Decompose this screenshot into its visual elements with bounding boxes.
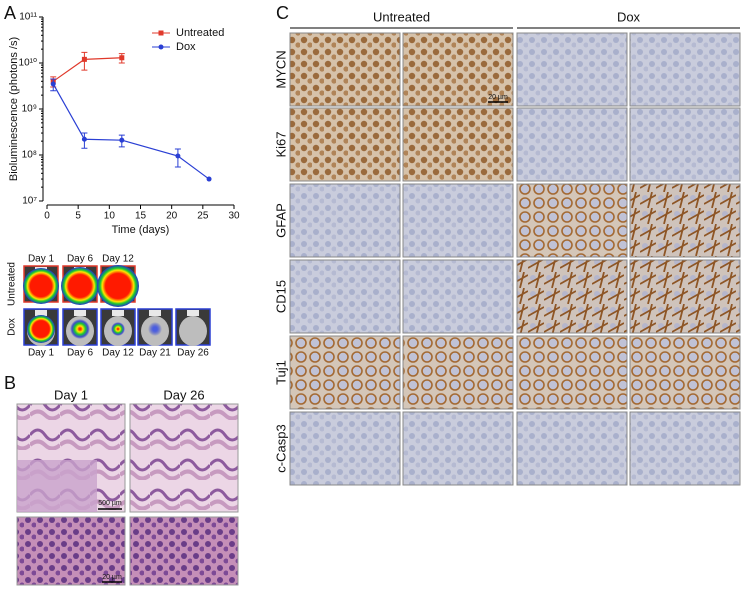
- ihc-image: [289, 107, 401, 182]
- legend-label: Untreated: [176, 27, 224, 39]
- ihc-image: [629, 107, 741, 182]
- signal: [148, 322, 162, 336]
- signal: [61, 267, 99, 305]
- nose-cone: [74, 310, 86, 316]
- group-header: Dox: [617, 9, 641, 24]
- y-tick-label: 10¹⁰: [19, 58, 37, 69]
- ihc-image: [289, 183, 401, 258]
- day-label: Day 26: [163, 387, 204, 402]
- ihc-image: [402, 335, 514, 410]
- x-axis-label: Time (days): [112, 224, 170, 236]
- legend-marker: [158, 44, 164, 50]
- point: [81, 136, 87, 142]
- x-tick-label: 20: [166, 211, 178, 222]
- y-axis-label: Bioluminescence (photons /s): [8, 37, 20, 181]
- ihc-image: [402, 259, 514, 334]
- nose-cone: [149, 310, 161, 316]
- x-tick-label: 25: [197, 211, 209, 222]
- legend-marker: [158, 30, 164, 36]
- ihc-image: [289, 32, 401, 107]
- point: [50, 81, 56, 87]
- histology-image: [129, 403, 239, 513]
- marker-label: Tuj1: [273, 360, 288, 385]
- panel-label: A: [4, 3, 16, 23]
- ihc-image: [516, 335, 628, 410]
- ihc-image: [516, 32, 628, 107]
- ihc-image: [289, 259, 401, 334]
- panel-label: C: [276, 3, 289, 23]
- ihc-image: [289, 411, 401, 486]
- point: [119, 55, 125, 61]
- point: [81, 56, 87, 62]
- mouse-head: [179, 316, 207, 346]
- panel-label: B: [4, 373, 16, 393]
- row-label: Untreated: [7, 262, 18, 306]
- ihc-image: [289, 335, 401, 410]
- scale-bar-label: 500 µm: [98, 500, 122, 507]
- day-label: Day 6: [67, 254, 94, 265]
- y-tick-label: 10⁷: [22, 196, 37, 207]
- x-tick-label: 0: [44, 211, 50, 222]
- x-tick-label: 15: [135, 211, 147, 222]
- ihc-image: [402, 107, 514, 182]
- day-label: Day 1: [54, 387, 88, 402]
- histology-image: [16, 516, 126, 586]
- signal: [27, 315, 55, 343]
- day-label: Day 1: [28, 254, 55, 265]
- row-label: Dox: [7, 318, 18, 336]
- point: [175, 153, 181, 159]
- day-label: Day 21: [139, 348, 171, 359]
- y-tick-label: 10⁹: [22, 104, 37, 115]
- x-tick-label: 30: [228, 211, 240, 222]
- signal: [111, 322, 125, 336]
- nose-cone: [35, 310, 47, 316]
- ihc-image: [516, 183, 628, 258]
- tumor-region: [17, 460, 97, 512]
- day-label: Day 26: [177, 348, 209, 359]
- y-tick-label: 10⁸: [22, 150, 37, 161]
- ihc-image: [516, 107, 628, 182]
- day-label: Day 1: [28, 348, 55, 359]
- day-label: Day 12: [102, 254, 134, 265]
- point: [119, 137, 125, 143]
- scale-bar-label: 20 µm: [102, 574, 122, 581]
- scale-bar-label: 20 µm: [488, 94, 508, 101]
- series-line: [52, 83, 210, 180]
- series-line: [52, 57, 122, 82]
- ihc-image: [516, 411, 628, 486]
- day-label: Day 12: [102, 348, 134, 359]
- ihc-image: [402, 183, 514, 258]
- day-label: Day 6: [67, 348, 94, 359]
- nose-cone: [187, 310, 199, 316]
- marker-label: CD15: [273, 280, 288, 313]
- signal: [23, 268, 59, 304]
- ihc-image: [629, 411, 741, 486]
- marker-label: MYCN: [273, 50, 288, 88]
- marker-label: Ki67: [273, 131, 288, 157]
- signal: [97, 265, 139, 307]
- point: [206, 176, 212, 182]
- nose-cone: [112, 310, 124, 316]
- x-tick-label: 10: [104, 211, 116, 222]
- signal: [70, 319, 90, 339]
- x-tick-label: 5: [75, 211, 81, 222]
- group-header: Untreated: [373, 9, 430, 24]
- ihc-image: [402, 411, 514, 486]
- histology-image: [129, 516, 239, 586]
- ihc-image: [629, 259, 741, 334]
- ihc-image: [402, 32, 514, 107]
- ihc-image: [629, 335, 741, 410]
- marker-label: GFAP: [273, 203, 288, 238]
- ihc-image: [629, 183, 741, 258]
- y-tick-label: 10¹¹: [19, 12, 37, 23]
- ihc-image: [629, 32, 741, 107]
- ihc-image: [516, 259, 628, 334]
- marker-label: c-Casp3: [273, 424, 288, 472]
- legend-label: Dox: [176, 41, 196, 53]
